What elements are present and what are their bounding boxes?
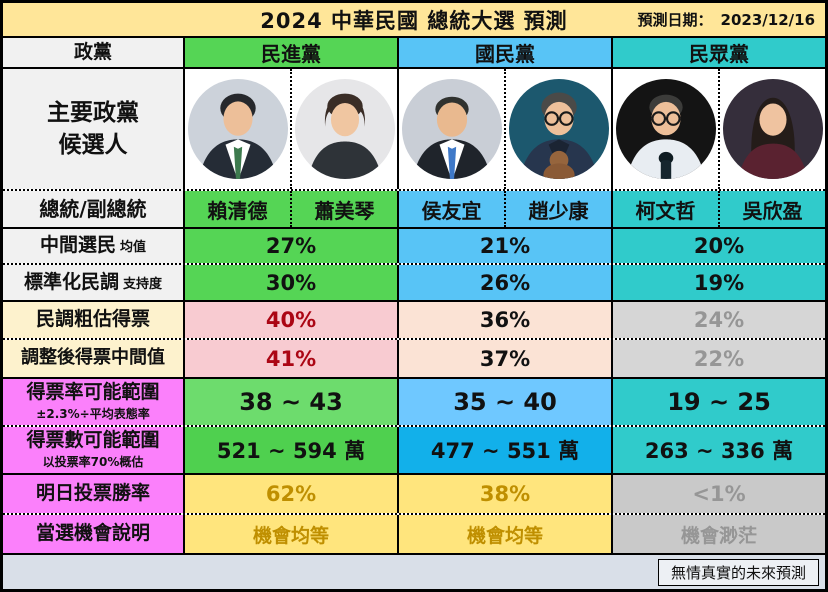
forecast-date-label: 預測日期：: [637, 11, 713, 29]
name-wu: 吳欣盈: [718, 191, 825, 227]
tpp-photos-cell: [611, 69, 825, 189]
row-adjusted-median: 調整後得票中間值 41% 37% 22%: [3, 338, 825, 377]
name-ko: 柯文哲: [635, 198, 696, 223]
row-share-range-label: 得票率可能範圍 ±2.3%÷平均表態率: [3, 379, 183, 425]
votes-range-dpp: 521 ~ 594 萬: [183, 427, 397, 473]
dpp-names-cell: 賴清德 蕭美琴: [183, 191, 397, 227]
tpp-names-cell: 柯文哲 吳欣盈: [611, 191, 825, 227]
win-probability-dpp: 62%: [183, 475, 397, 513]
rough-vote-share-dpp: 40%: [183, 302, 397, 338]
row-normalized-poll-label: 標準化民調 支持度: [3, 265, 183, 300]
forecast-date-value: 2023/12/16: [720, 10, 815, 29]
candidates-header-label: 主要政黨 候選人: [3, 69, 183, 189]
candidate-photos-row: 主要政黨 候選人: [3, 67, 825, 189]
adjusted-median-kmt: 37%: [397, 340, 611, 377]
normalized-poll-dpp: 30%: [183, 265, 397, 300]
page-title: 2024 中華民國 總統大選 預測: [260, 8, 568, 33]
chance-note-kmt: 機會均等: [397, 515, 611, 553]
row-adjusted-median-label: 調整後得票中間值: [3, 340, 183, 377]
party-header-row: 政黨 民進黨 國民黨 民眾黨: [3, 36, 825, 67]
candidate-avatar-hou: [401, 79, 502, 179]
name-lai: 賴清德: [207, 198, 268, 223]
rough-vote-share-kmt: 36%: [397, 302, 611, 338]
party-header-label: 政黨: [3, 38, 183, 67]
row-win-probability-label: 明日投票勝率: [3, 475, 183, 513]
photo-ko-wen-je: [613, 69, 718, 189]
chance-note-dpp: 機會均等: [183, 515, 397, 553]
chance-note-tpp: 機會渺茫: [611, 515, 825, 553]
footer-note: 無情真實的未來預測: [657, 558, 819, 586]
footer-bar: 無情真實的未來預測: [3, 553, 825, 589]
moderate-voters-dpp: 27%: [183, 229, 397, 263]
row-votes-range-label: 得票數可能範圍 以投票率70%概估: [3, 427, 183, 473]
row-rough-vote-share: 民調粗估得票 40% 36% 24%: [3, 300, 825, 338]
win-probability-tpp: <1%: [611, 475, 825, 513]
adjusted-median-dpp: 41%: [183, 340, 397, 377]
moderate-voters-kmt: 21%: [397, 229, 611, 263]
share-range-tpp: 19 ~ 25: [611, 379, 825, 425]
dpp-photos-cell: [183, 69, 397, 189]
row-moderate-voters: 中間選民 均值 27% 21% 20%: [3, 227, 825, 263]
rough-vote-share-tpp: 24%: [611, 302, 825, 338]
photo-wu-hsin-ying: [718, 69, 825, 189]
candidate-avatar-wu: [722, 79, 823, 179]
row-moderate-voters-label: 中間選民 均值: [3, 229, 183, 263]
title-bar: 2024 中華民國 總統大選 預測 預測日期： 2023/12/16: [3, 3, 825, 36]
photo-hsiao-bi-khim: [290, 69, 397, 189]
row-votes-range: 得票數可能範圍 以投票率70%概估 521 ~ 594 萬 477 ~ 551 …: [3, 425, 825, 473]
name-jaw: 趙少康: [504, 191, 611, 227]
party-header-dpp: 民進黨: [183, 38, 397, 67]
row-chance-note-label: 當選機會說明: [3, 515, 183, 553]
party-header-kmt: 國民黨: [397, 38, 611, 67]
ticket-label: 總統/副總統: [3, 191, 183, 227]
win-probability-kmt: 38%: [397, 475, 611, 513]
candidate-avatar-jaw: [508, 79, 609, 179]
name-hou: 侯友宜: [421, 198, 482, 223]
candidate-avatar-lai: [187, 79, 288, 179]
normalized-poll-kmt: 26%: [397, 265, 611, 300]
share-range-kmt: 35 ~ 40: [397, 379, 611, 425]
photo-lai-ching-te: [185, 69, 290, 189]
photo-jaw-shaw-kong: [504, 69, 611, 189]
row-share-range: 得票率可能範圍 ±2.3%÷平均表態率 38 ~ 43 35 ~ 40 19 ~…: [3, 377, 825, 425]
candidate-avatar-ko: [615, 79, 716, 179]
candidate-names-row: 總統/副總統 賴清德 蕭美琴 侯友宜 趙少康 柯文哲 吳欣盈: [3, 189, 825, 227]
row-chance-note: 當選機會說明 機會均等 機會均等 機會渺茫: [3, 513, 825, 553]
votes-range-tpp: 263 ~ 336 萬: [611, 427, 825, 473]
adjusted-median-tpp: 22%: [611, 340, 825, 377]
share-range-dpp: 38 ~ 43: [183, 379, 397, 425]
photo-hou-yu-ih: [399, 69, 504, 189]
candidate-avatar-hsiao: [294, 79, 395, 179]
moderate-voters-tpp: 20%: [611, 229, 825, 263]
normalized-poll-tpp: 19%: [611, 265, 825, 300]
row-rough-vote-share-label: 民調粗估得票: [3, 302, 183, 338]
votes-range-kmt: 477 ~ 551 萬: [397, 427, 611, 473]
party-header-tpp: 民眾黨: [611, 38, 825, 67]
forecast-date: 預測日期： 2023/12/16: [638, 3, 815, 36]
row-normalized-poll: 標準化民調 支持度 30% 26% 19%: [3, 263, 825, 300]
kmt-names-cell: 侯友宜 趙少康: [397, 191, 611, 227]
name-hsiao: 蕭美琴: [290, 191, 397, 227]
kmt-photos-cell: [397, 69, 611, 189]
row-win-probability: 明日投票勝率 62% 38% <1%: [3, 473, 825, 513]
